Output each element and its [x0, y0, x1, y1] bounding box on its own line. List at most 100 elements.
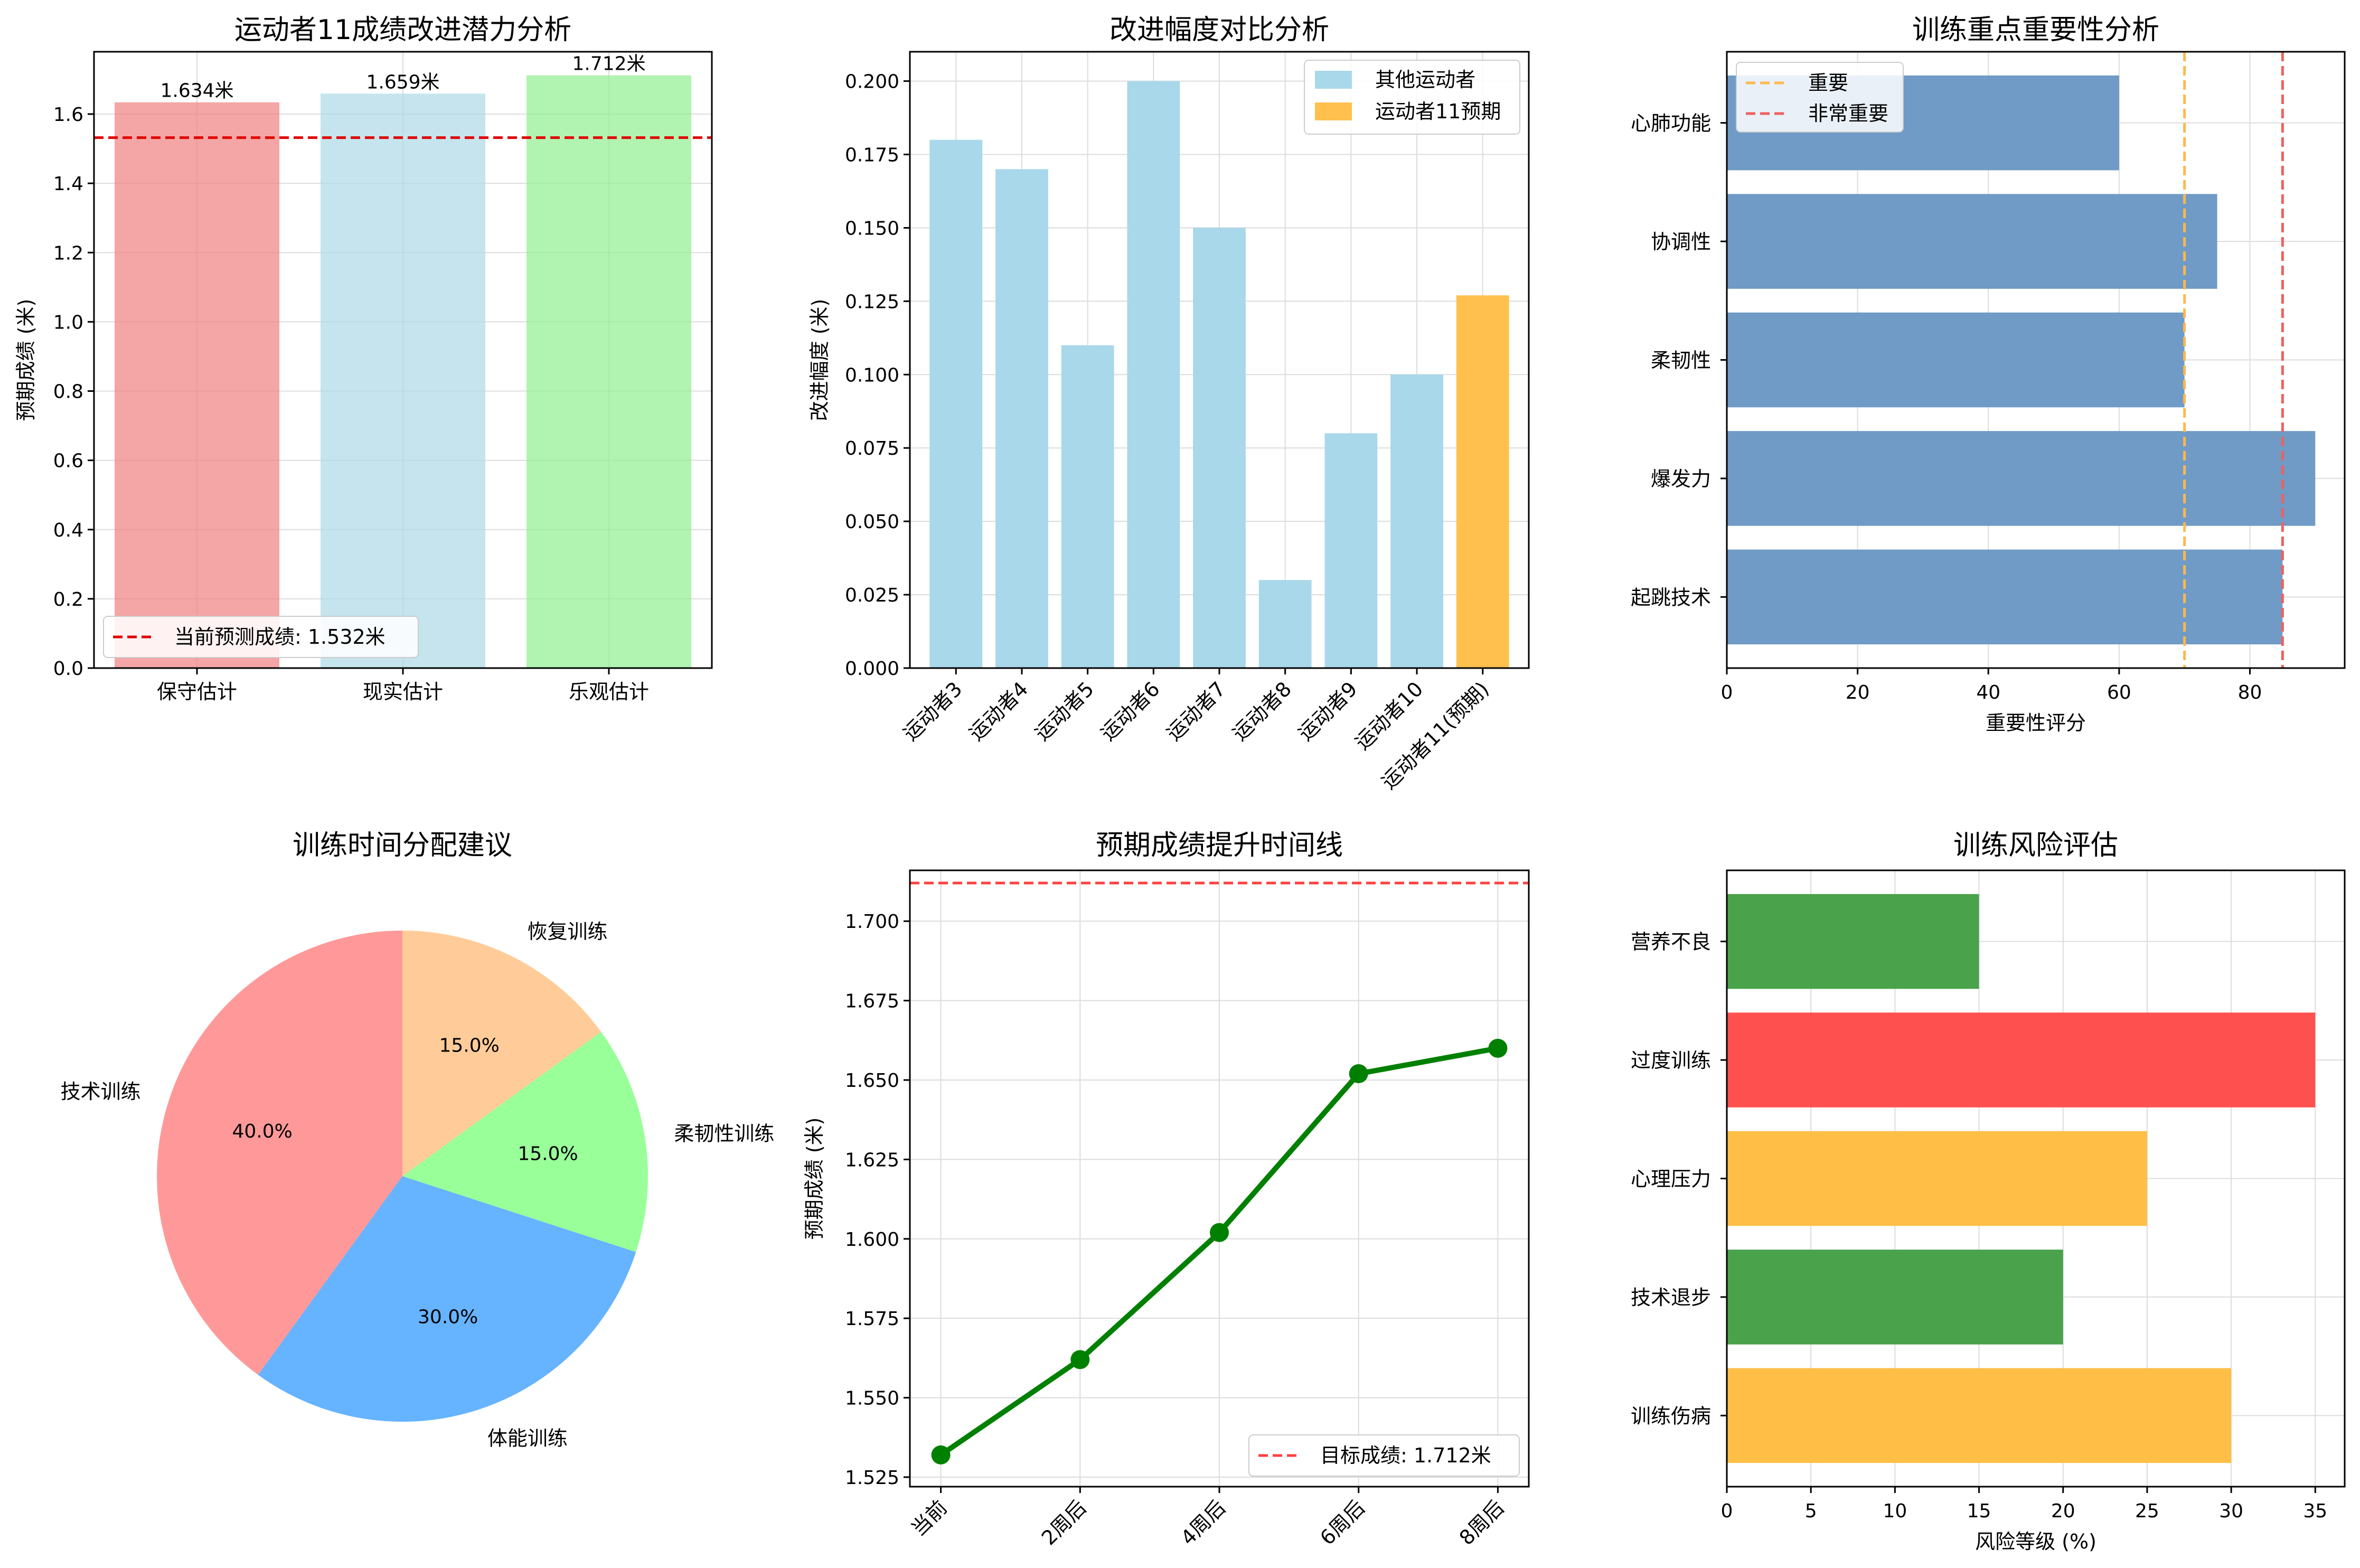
pie-slice [258, 1176, 636, 1422]
bar [1324, 433, 1378, 668]
y-tick-label: 训练伤病 [1631, 1404, 1711, 1428]
bar [321, 93, 485, 668]
x-tick-label: 30 [2219, 1500, 2243, 1522]
x-tick-label: 乐观估计 [569, 680, 649, 703]
legend-label: 非常重要 [1808, 102, 1888, 125]
bar [1258, 580, 1312, 668]
y-tick-label: 1.600 [845, 1229, 899, 1251]
axes-frame [1726, 869, 2346, 1488]
bar [929, 139, 983, 668]
bar-value-label: 1.712米 [572, 53, 645, 75]
bar [1727, 1012, 2316, 1107]
bar [115, 102, 279, 669]
legend-box [1304, 60, 1520, 135]
y-tick-label: 0.8 [53, 381, 83, 403]
y-tick-label: 1.2 [53, 242, 83, 264]
axes-frame [909, 51, 1530, 669]
x-tick-label: 35 [2303, 1500, 2327, 1522]
x-tick-label: 20 [1846, 682, 1870, 703]
legend-label: 当前预测成绩: 1.532米 [174, 625, 386, 649]
y-tick-label: 0.6 [53, 450, 83, 472]
pie-percent-label: 15.0% [439, 1035, 499, 1056]
pie-label: 恢复训练 [527, 920, 607, 943]
y-tick-label: 0.4 [53, 520, 83, 541]
y-tick-label: 1.550 [845, 1388, 899, 1410]
y-tick-label: 1.6 [53, 104, 83, 126]
data-point [1349, 1064, 1368, 1083]
bar [995, 169, 1048, 668]
y-tick-label: 0.025 [845, 585, 899, 606]
x-tick-label: 25 [2135, 1500, 2159, 1522]
legend-label: 重要 [1808, 71, 1848, 95]
y-tick-label: 心肺功能 [1631, 112, 1711, 135]
y-tick-label: 0.125 [845, 291, 899, 313]
y-tick-label: 1.625 [845, 1149, 899, 1171]
pie-percent-label: 15.0% [518, 1143, 578, 1165]
chart-title: 训练重点重要性分析 [1912, 14, 2159, 46]
bar [526, 75, 691, 668]
pie-slice [402, 931, 601, 1176]
x-tick-label: 60 [2107, 682, 2131, 703]
bar [1727, 1368, 2232, 1463]
y-tick-label: 营养不良 [1631, 931, 1711, 954]
x-axis-label: 重要性评分 [1986, 711, 2086, 735]
bar [1727, 1250, 2063, 1345]
x-tick-label: 5 [1805, 1500, 1817, 1522]
bar [1456, 295, 1509, 668]
legend-swatch [1315, 71, 1352, 89]
pie-label: 体能训练 [487, 1426, 568, 1450]
y-tick-label: 1.675 [845, 991, 899, 1012]
x-tick-label: 10 [1883, 1500, 1907, 1522]
pie-label: 柔韧性训练 [674, 1122, 774, 1146]
y-axis-label: 预期成绩 (米) [14, 299, 37, 421]
pie-percent-label: 30.0% [418, 1306, 478, 1328]
y-tick-label: 协调性 [1651, 230, 1711, 253]
y-tick-label: 1.700 [845, 911, 899, 933]
pie-label: 技术训练 [61, 1080, 141, 1103]
y-tick-label: 0.150 [845, 218, 899, 239]
x-tick-label: 80 [2238, 682, 2262, 703]
y-tick-label: 0.200 [845, 71, 899, 93]
risk-assessment-chart: 0 5 10 15 20 25 30 35 训练伤病 技术退步 心理压力 过度训练 营养不良 训练风险评估… [1631, 830, 2346, 1553]
axes-frame [93, 51, 713, 669]
y-tick-label: 0.175 [845, 145, 899, 166]
x-tick-label: 15 [1967, 1500, 1991, 1522]
chart-title: 训练时间分配建议 [293, 830, 512, 861]
y-tick-label: 起跳技术 [1631, 586, 1711, 609]
bar [1193, 228, 1246, 668]
pie-slice [157, 931, 402, 1375]
training-time-pie-chart: 技术训练 40.0% 体能训练 30.0% 柔韧性训练 15.0% 恢复训练 15.0% 训练时… [61, 830, 775, 1450]
data-point [931, 1445, 951, 1464]
y-tick-label: 0.0 [53, 658, 83, 680]
y-axis-label: 预期成绩 (米) [803, 1118, 826, 1240]
data-point [1488, 1038, 1508, 1058]
legend-box [1248, 1434, 1520, 1477]
bar [1727, 194, 2217, 289]
bar-value-label: 1.659米 [366, 71, 439, 93]
y-tick-label: 1.525 [845, 1467, 899, 1489]
x-axis-label: 风险等级 (%) [1975, 1530, 2096, 1553]
bar [1727, 1131, 2147, 1226]
bar [1727, 549, 2283, 645]
y-axis-label: 改进幅度 (米) [808, 299, 831, 421]
bar [1390, 374, 1443, 668]
y-tick-label: 爆发力 [1651, 467, 1711, 491]
bar [1727, 431, 2316, 526]
data-point [1070, 1350, 1090, 1369]
bar [1727, 894, 1979, 989]
x-tick-label: 0 [1721, 1500, 1733, 1522]
bar [1061, 345, 1114, 668]
y-tick-label: 0.050 [845, 511, 899, 533]
y-tick-label: 1.575 [845, 1308, 899, 1330]
y-tick-label: 柔韧性 [1651, 349, 1711, 372]
y-tick-label: 0.000 [845, 658, 899, 680]
bar [1127, 81, 1180, 669]
pie-slice [402, 1031, 648, 1252]
bar-value-label: 1.634米 [160, 80, 233, 102]
x-tick-label: 40 [1976, 682, 2000, 703]
legend-label: 运动者11预期 [1375, 100, 1501, 123]
legend-label: 其他运动者 [1375, 68, 1475, 91]
y-tick-label: 1.650 [845, 1070, 899, 1092]
